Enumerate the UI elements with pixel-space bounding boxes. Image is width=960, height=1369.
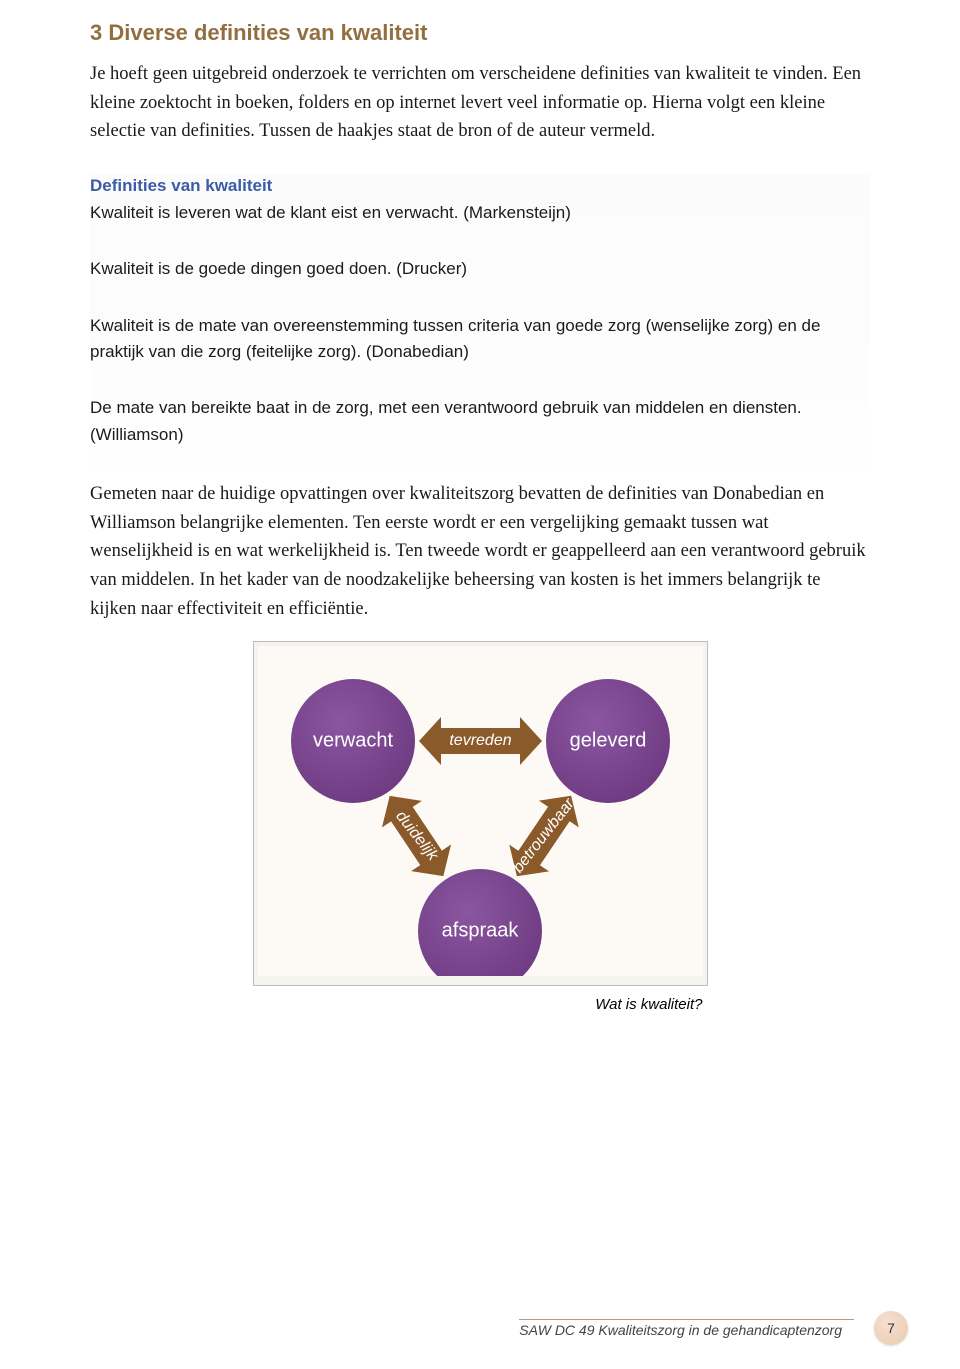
page-footer: SAW DC 49 Kwaliteitszorg in de gehandica… bbox=[519, 1311, 908, 1345]
svg-text:tevreden: tevreden bbox=[449, 733, 511, 750]
svg-text:geleverd: geleverd bbox=[569, 730, 646, 752]
svg-text:afspraak: afspraak bbox=[441, 920, 519, 942]
section-heading: 3 Diverse definities van kwaliteit bbox=[90, 20, 870, 46]
definitions-box: Definities van kwaliteit Kwaliteit is le… bbox=[90, 174, 870, 468]
definition-item: Kwaliteit is leveren wat de klant eist e… bbox=[90, 200, 870, 226]
diagram-frame: tevredenduidelijkbetrouwbaarverwachtgele… bbox=[253, 641, 708, 986]
page-number-badge: 7 bbox=[874, 1311, 908, 1345]
definition-item: Kwaliteit is de goede dingen goed doen. … bbox=[90, 256, 870, 282]
footer-text: SAW DC 49 Kwaliteitszorg in de gehandica… bbox=[519, 1319, 854, 1338]
definitions-heading: Definities van kwaliteit bbox=[90, 176, 870, 196]
definition-item: De mate van bereikte baat in de zorg, me… bbox=[90, 395, 870, 448]
intro-paragraph: Je hoeft geen uitgebreid onderzoek te ve… bbox=[90, 60, 870, 146]
diagram-container: tevredenduidelijkbetrouwbaarverwachtgele… bbox=[90, 641, 870, 986]
diagram-caption: Wat is kwaliteit? bbox=[258, 996, 703, 1013]
quality-diagram: tevredenduidelijkbetrouwbaarverwachtgele… bbox=[258, 646, 703, 976]
body-paragraph: Gemeten naar de huidige opvattingen over… bbox=[90, 480, 870, 623]
svg-text:verwacht: verwacht bbox=[312, 730, 392, 752]
definition-item: Kwaliteit is de mate van overeenstemming… bbox=[90, 313, 870, 366]
